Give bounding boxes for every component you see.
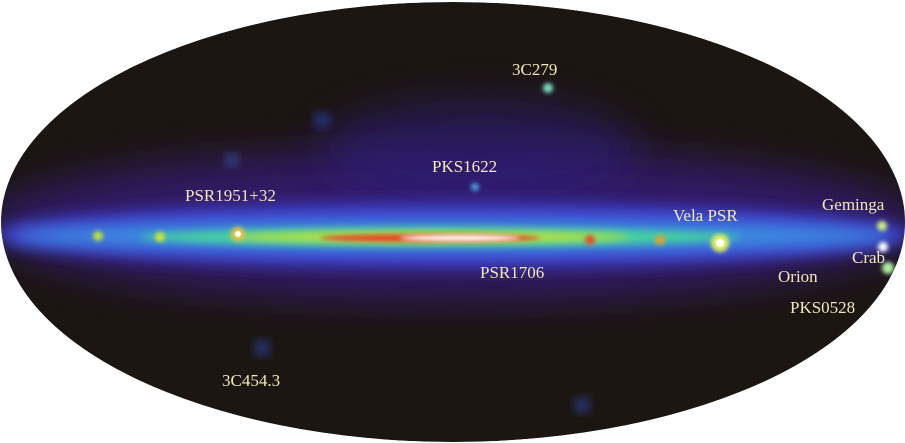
source-label: Geminga	[822, 195, 885, 214]
source-label: PKS1622	[432, 157, 497, 176]
source-label: PSR1951+32	[185, 186, 276, 205]
source-label: Vela PSR	[673, 206, 738, 225]
sky-map: 3C279 PKS1622 PSR1951+32 Vela PSR Geming…	[0, 0, 905, 443]
sky	[0, 2, 905, 442]
source-label: 3C454.3	[222, 371, 280, 390]
source-label: 3C279	[512, 60, 557, 79]
source-label: Crab	[852, 248, 885, 267]
source-label: PSR1706	[480, 263, 544, 282]
page: 3C279 PKS1622 PSR1951+32 Vela PSR Geming…	[0, 0, 905, 443]
source-label: PKS0528	[790, 298, 855, 317]
source-label: Orion	[778, 267, 818, 286]
